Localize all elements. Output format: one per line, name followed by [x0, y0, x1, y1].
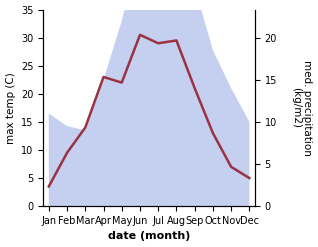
Y-axis label: max temp (C): max temp (C): [5, 72, 16, 144]
X-axis label: date (month): date (month): [108, 231, 190, 242]
Y-axis label: med. precipitation
(kg/m2): med. precipitation (kg/m2): [291, 60, 313, 156]
